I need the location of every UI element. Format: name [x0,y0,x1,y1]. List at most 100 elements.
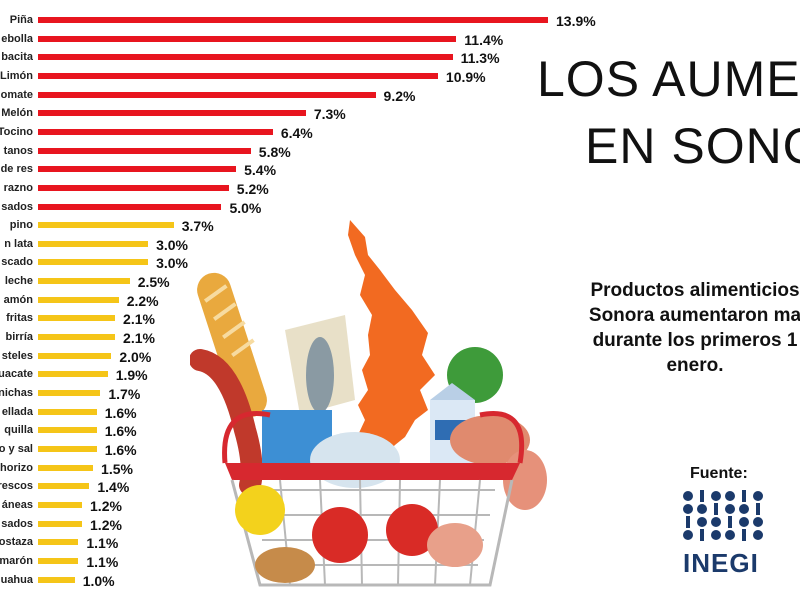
subtitle-line: Productos alimenticios [590,280,800,301]
category-label: omate [0,88,33,101]
value-label: 5.8% [258,143,291,160]
category-label: Limón [0,69,33,82]
subtitle-line: enero. [666,355,724,376]
value-label: 5.0% [229,199,262,216]
subtitle-line: durante los primeros 1 [592,330,798,351]
category-label: uahua [0,573,33,586]
logo-dot [742,490,746,502]
bar [38,464,94,471]
bar [38,576,75,583]
category-label: scado [1,256,33,269]
category-label: Melón [1,107,33,120]
value-label: 3.7% [181,218,214,235]
subtitle: Productos alimenticios Sonora aumentaron… [545,278,800,378]
bar [38,17,548,23]
lettuce-icon [447,347,503,403]
bar [38,557,79,564]
bread-icon [197,272,267,418]
bar [38,352,112,359]
value-label: 2.1% [123,330,155,347]
value-label: 1.9% [115,367,148,384]
value-label: 3.0% [156,236,188,253]
bar [38,408,97,415]
bar [38,166,237,173]
inegi-logo-text: INEGI [683,548,759,578]
value-label: 1.6% [104,423,137,440]
logo-dot [739,517,749,527]
category-label: steles [1,349,33,362]
value-label: 2.0% [119,348,152,365]
basket-icon [222,411,525,587]
category-label: sados [1,200,33,213]
value-label: 2.5% [137,274,170,291]
lemon-icon [235,485,285,535]
category-label: tanos [3,144,33,157]
bar [38,128,273,135]
value-label: 3.0% [156,255,188,272]
meat-icon [450,415,530,465]
category-label: marón [0,554,33,567]
logo-dot [697,517,707,527]
logo-dot [725,491,735,501]
category-label: n lata [4,237,33,250]
category-label: o y sal [0,442,33,455]
value-label: 11.3% [460,50,500,67]
grocery-basket-illustration [190,220,547,587]
value-label: 1.1% [86,535,119,552]
category-label: nichas [0,387,33,399]
value-label: 1.2% [90,497,122,514]
source-label: Fuente: [690,465,748,482]
logo-dot [683,504,693,514]
sonora-map-shape [348,220,435,463]
category-label: ellada [1,405,33,418]
bar [38,501,83,508]
category-label: amón [3,293,33,306]
category-label: ostaza [0,536,33,549]
category-label: áneas [1,498,33,511]
category-label: razno [3,181,33,194]
bar [38,259,149,266]
category-label: horizo [0,461,33,474]
value-label: 1.6% [104,404,137,421]
value-label: 5.2% [236,180,269,197]
category-label: bacita [1,51,33,64]
category-label: uacate [0,368,33,381]
bar [38,222,174,229]
logo-dot [725,530,735,540]
bar [38,91,376,98]
logo-dot [686,516,690,528]
logo-dot [683,491,693,501]
value-label: 1.2% [90,516,122,533]
category-label: de res [0,163,33,176]
category-label: ebolla [1,32,33,45]
logo-dot [683,530,693,540]
bar [38,483,90,490]
bar [38,427,97,434]
logo-dot [739,504,749,514]
category-label: rescos [0,480,33,493]
bar [38,296,119,303]
bar [38,54,453,61]
value-label: 7.3% [313,106,346,123]
bar [38,390,101,396]
logo-dot [725,504,735,514]
bar [38,445,97,452]
bar [38,240,149,247]
value-label: 1.0% [82,572,115,589]
category-label: quilla [4,424,33,437]
bar [38,147,251,154]
potato-icon [255,547,315,583]
bar [38,184,229,191]
logo-dot [714,503,718,515]
bar [38,371,108,378]
bar [38,539,79,546]
logo-dot [700,529,704,541]
subtitle-line: Sonora aumentaron ma [588,305,800,326]
logo-dot [753,517,763,527]
logo-dot [711,530,721,540]
tomato-icon [312,507,368,563]
bar [38,110,306,117]
bar [38,334,116,341]
title-line-2: EN SONO [585,118,800,174]
logo-dot [742,529,746,541]
